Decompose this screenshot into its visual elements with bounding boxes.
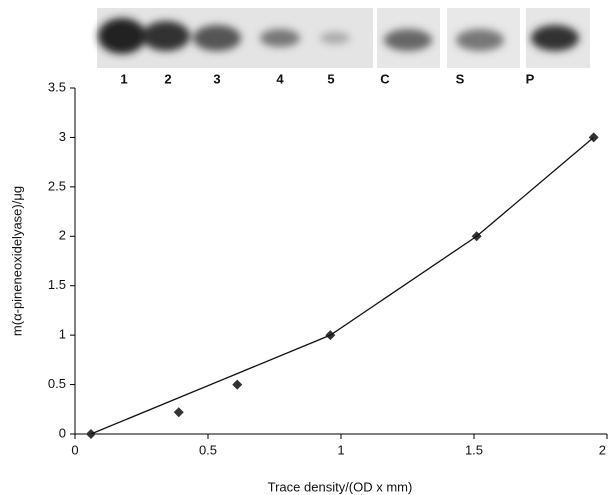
y-tick-label: 2.5 [48, 178, 66, 193]
lane-label: 2 [164, 71, 171, 86]
y-tick-label: 0 [59, 425, 66, 440]
lane-label: 1 [120, 71, 127, 86]
lane-label: 3 [213, 71, 220, 86]
x-tick-label: 0 [71, 442, 78, 457]
gel-image [97, 8, 590, 68]
x-tick-label: 2 [599, 442, 606, 457]
data-point [232, 379, 243, 390]
axes [74, 88, 607, 435]
y-tick-label: 1.5 [48, 277, 66, 292]
lane-label: P [526, 71, 535, 86]
y-tick-label: 3.5 [48, 79, 66, 94]
data-point [173, 407, 184, 418]
y-axis-label: m(α-pineneoxidelyase)/μg [9, 186, 24, 336]
y-tick-label: 2 [59, 228, 66, 243]
y-tick-label: 3 [59, 129, 66, 144]
y-tick-label: 1 [59, 327, 66, 342]
lane-label: 5 [327, 71, 334, 86]
x-tick-label: 0.5 [199, 442, 217, 457]
x-tick-label: 1.5 [465, 442, 483, 457]
x-axis-label: Trace density/(OD x mm) [268, 479, 413, 494]
lane-label: 4 [276, 71, 284, 86]
y-tick-label: 0.5 [48, 376, 66, 391]
trend-line [90, 136, 595, 435]
lane-label: S [456, 71, 465, 86]
lane-label: C [380, 71, 390, 86]
x-tick-label: 1 [337, 442, 344, 457]
